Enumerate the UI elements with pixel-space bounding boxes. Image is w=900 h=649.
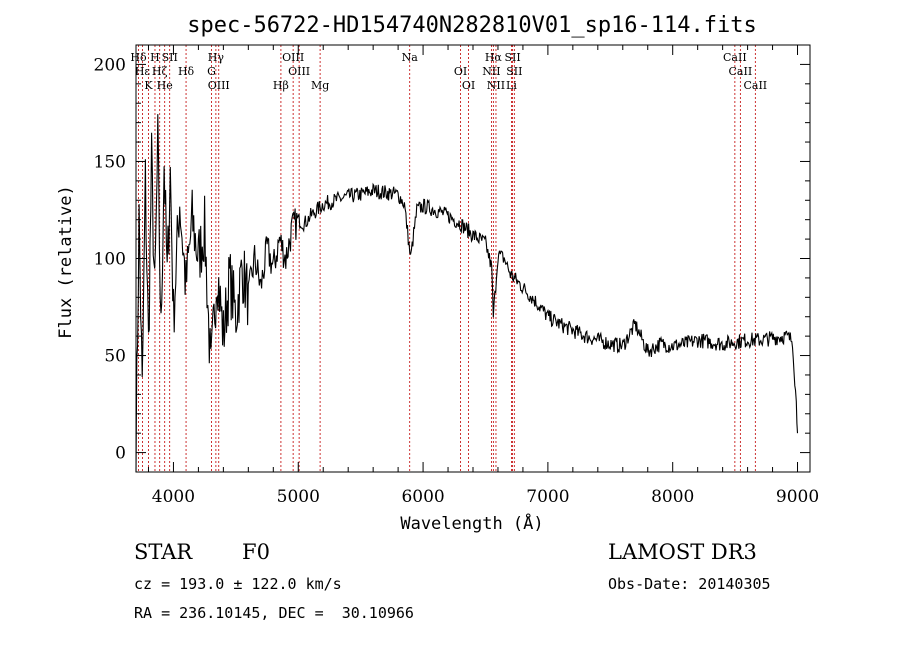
- redshift-info: cz = 193.0 ± 122.0 km/s: [134, 575, 342, 593]
- coordinates: RA = 236.10145, DEC = 30.10966: [134, 604, 414, 622]
- x-axis-title: Wavelength (Å): [400, 512, 543, 534]
- chart-title: spec-56722-HD154740N282810V01_sp16-114.f…: [187, 13, 757, 38]
- line-label: Hα: [485, 51, 503, 64]
- line-label: CaII: [723, 51, 747, 64]
- line-label: OI: [454, 65, 467, 78]
- line-label: Hδ: [130, 51, 147, 64]
- y-tick-label: 0: [115, 444, 126, 464]
- plot-frame: [135, 44, 811, 473]
- line-label: OIII: [288, 65, 310, 78]
- line-label: Na: [402, 51, 419, 64]
- x-tick-label: 4000: [152, 487, 195, 507]
- line-label: SII: [506, 65, 522, 78]
- x-tick-label: 8000: [651, 487, 694, 507]
- line-label: Hε: [135, 65, 151, 78]
- y-tick-label: 100: [94, 250, 126, 270]
- line-label: Li: [506, 79, 517, 92]
- x-tick-label: 7000: [526, 487, 569, 507]
- line-label: CaII: [743, 79, 767, 92]
- survey-name: LAMOST DR3: [608, 540, 757, 564]
- line-label: Hγ: [208, 51, 225, 64]
- line-label: OIII: [282, 51, 304, 64]
- x-tick-label: 5000: [277, 487, 320, 507]
- line-label: G: [207, 65, 216, 78]
- y-tick-label: 50: [104, 347, 126, 367]
- obs-date: Obs-Date: 20140305: [608, 575, 771, 593]
- x-axis: 4000 5000 6000 7000 8000 9000: [147, 45, 819, 507]
- x-tick-label: 9000: [776, 487, 819, 507]
- y-axis: 0 50 100 150 200: [94, 44, 810, 473]
- line-label: H: [150, 51, 160, 64]
- line-label: Hβ: [273, 79, 289, 92]
- line-label: OIII: [208, 79, 230, 92]
- line-label: NII: [482, 65, 500, 78]
- spectrum-line: [135, 114, 799, 473]
- line-label: Hζ: [152, 65, 168, 78]
- y-axis-title: Flux (relative): [56, 185, 76, 339]
- line-label: SII: [162, 51, 178, 64]
- emission-line-markers: [138, 45, 756, 472]
- x-tick-label: 6000: [401, 487, 444, 507]
- emission-line-labels: HδHεKHHζHeSIIHδOIIIHγGHβOIIIOIIIMgNaOIOI…: [130, 51, 767, 92]
- object-subclass: F0: [242, 540, 270, 564]
- line-label: SII: [504, 51, 520, 64]
- line-label: NII: [487, 79, 505, 92]
- line-label: CaII: [729, 65, 753, 78]
- line-label: Mg: [311, 79, 329, 92]
- line-label: OI: [462, 79, 475, 92]
- y-tick-label: 200: [94, 55, 126, 75]
- y-tick-label: 150: [94, 152, 126, 172]
- line-label: K: [144, 79, 153, 92]
- object-class: STAR: [134, 540, 193, 564]
- line-label: He: [157, 79, 173, 92]
- line-label: Hδ: [178, 65, 195, 78]
